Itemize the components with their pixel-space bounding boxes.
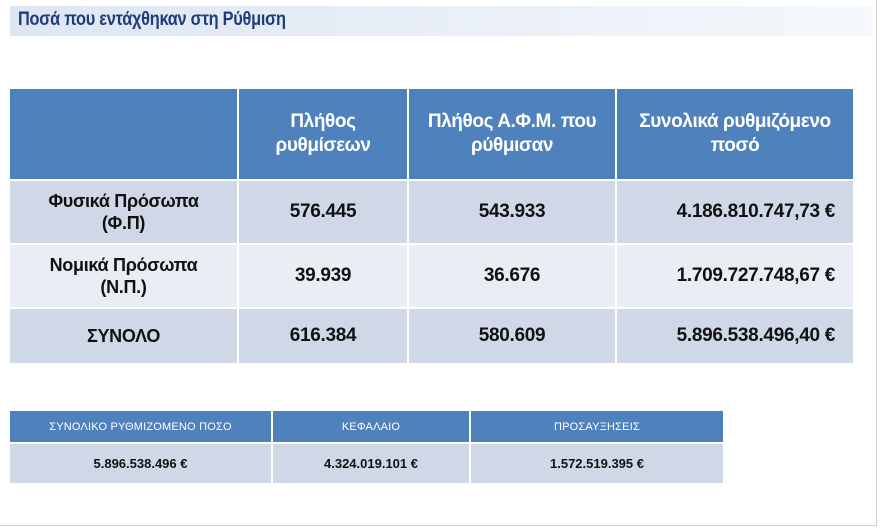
amount-cell: 5.896.538.496,40 € <box>616 307 853 363</box>
amount-cell: 4.186.810.747,73 € <box>616 179 853 244</box>
header-settlements-count: Πλήθος ρυθμίσεων <box>238 89 409 180</box>
settlements-table: Πλήθος ρυθμίσεων Πλήθος Α.Φ.Μ. που ρύθμι… <box>10 89 853 363</box>
header-afm-count-line1: Πλήθος Α.Φ.Μ. που <box>427 111 597 132</box>
row-label: ΣΥΝΟΛΟ <box>10 307 239 363</box>
header-settlements-count-line1: Πλήθος <box>290 111 356 132</box>
title-band: Ποσά που εντάχθηκαν στη Ρύθμιση <box>10 6 872 36</box>
row-label-line2: (Φ.Π) <box>101 213 146 233</box>
header-empty <box>10 89 239 180</box>
summary-header-total: ΣΥΝΟΛΙΚΟ ΡΥΘΜΙΖΟΜΕΝΟ ΠΟΣΟ <box>10 411 273 443</box>
table-row-natural-persons: Φυσικά Πρόσωπα (Φ.Π) 576.445 543.933 4.1… <box>10 179 853 244</box>
settlements-count-cell: 39.939 <box>238 243 409 308</box>
header-total-amount: Συνολικά ρυθμιζόμενο ποσό <box>616 89 853 180</box>
header-settlements-count-line2: ρυθμίσεων <box>275 135 371 156</box>
header-afm-count: Πλήθος Α.Φ.Μ. που ρύθμισαν <box>408 89 617 180</box>
summary-total-value: 5.896.538.496 € <box>10 442 273 483</box>
row-label: Νομικά Πρόσωπα (Ν.Π.) <box>10 243 239 308</box>
row-label-line2: (Ν.Π.) <box>100 277 147 297</box>
afm-count-cell: 580.609 <box>408 307 617 363</box>
amount-cell: 1.709.727.748,67 € <box>616 243 853 308</box>
row-label-line1: Φυσικά Πρόσωπα <box>48 191 199 211</box>
summary-surcharges-value: 1.572.519.395 € <box>470 442 723 483</box>
afm-count-cell: 543.933 <box>408 179 617 244</box>
header-total-amount-line2: ποσό <box>710 135 760 156</box>
header-afm-count-line2: ρύθμισαν <box>470 135 554 156</box>
summary-header-capital: ΚΕΦΑΛΑΙΟ <box>272 411 471 443</box>
summary-header-row: ΣΥΝΟΛΙΚΟ ΡΥΘΜΙΖΟΜΕΝΟ ΠΟΣΟ ΚΕΦΑΛΑΙΟ ΠΡΟΣΑ… <box>10 411 723 443</box>
summary-values-row: 5.896.538.496 € 4.324.019.101 € 1.572.51… <box>10 442 723 483</box>
page-title: Ποσά που εντάχθηκαν στη Ρύθμιση <box>18 9 286 30</box>
table-header-row: Πλήθος ρυθμίσεων Πλήθος Α.Φ.Μ. που ρύθμι… <box>10 89 853 180</box>
settlements-count-cell: 616.384 <box>238 307 409 363</box>
row-label: Φυσικά Πρόσωπα (Φ.Π) <box>10 179 239 244</box>
header-total-amount-line1: Συνολικά ρυθμιζόμενο <box>639 111 831 132</box>
summary-capital-value: 4.324.019.101 € <box>272 442 471 483</box>
row-label-line1: Νομικά Πρόσωπα <box>49 255 198 275</box>
table-row-legal-persons: Νομικά Πρόσωπα (Ν.Π.) 39.939 36.676 1.70… <box>10 243 853 308</box>
summary-table: ΣΥΝΟΛΙΚΟ ΡΥΘΜΙΖΟΜΕΝΟ ΠΟΣΟ ΚΕΦΑΛΑΙΟ ΠΡΟΣΑ… <box>10 411 723 483</box>
afm-count-cell: 36.676 <box>408 243 617 308</box>
settlements-count-cell: 576.445 <box>238 179 409 244</box>
table-row-total: ΣΥΝΟΛΟ 616.384 580.609 5.896.538.496,40 … <box>10 307 853 363</box>
summary-header-surcharges: ΠΡΟΣΑΥΞΗΣΕΙΣ <box>470 411 723 443</box>
